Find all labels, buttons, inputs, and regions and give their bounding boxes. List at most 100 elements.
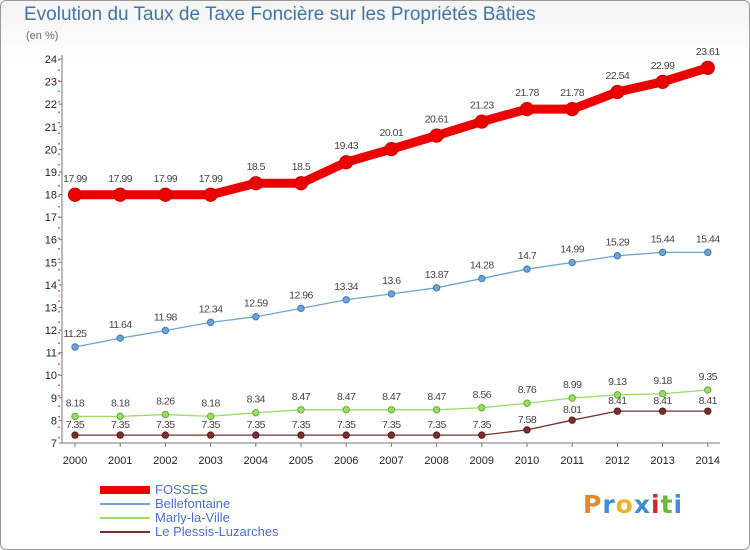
data-label: 13.87 [425, 269, 449, 281]
legend-label: FOSSES [155, 482, 208, 497]
x-tick-label: 2000 [63, 455, 87, 467]
data-point [113, 187, 128, 202]
legend-label: Bellefontaine [155, 496, 231, 511]
data-label: 15.29 [606, 237, 630, 249]
data-point [158, 187, 173, 202]
data-label: 9.35 [699, 371, 718, 383]
data-point [568, 258, 576, 267]
line-chart: 7 8 9 10 11 12 13 14 15 16 17 18 19 20 21 22 23 24 2000 200… [45, 46, 721, 467]
x-tick-label: 2002 [153, 455, 177, 467]
x-tick-label: 2001 [108, 455, 132, 467]
data-point [384, 142, 399, 157]
data-label: 17.99 [108, 173, 132, 185]
data-point [203, 187, 218, 202]
data-label: 7.35 [201, 419, 220, 431]
data-label: 8.18 [66, 397, 85, 409]
y-tick-label: 17 [45, 212, 57, 224]
data-point [293, 176, 309, 191]
x-tick-label: 2004 [244, 455, 268, 467]
data-label: 8.56 [473, 389, 492, 401]
data-point [342, 296, 350, 304]
data-point [297, 304, 305, 313]
data-label: 14.7 [518, 250, 537, 262]
data-label: 7.35 [473, 419, 492, 431]
data-label: 8.26 [156, 396, 175, 408]
data-label: 17.99 [63, 173, 87, 185]
series-line [74, 251, 709, 348]
data-point [71, 343, 79, 351]
data-label: 21.78 [515, 87, 539, 99]
proxiti-logo: Proxiti [583, 490, 683, 519]
data-label: 8.18 [201, 397, 220, 409]
data-point [116, 334, 124, 342]
data-point [432, 406, 441, 414]
data-point [523, 426, 531, 434]
y-axis-unit: (en %) [26, 30, 59, 42]
logo-letter: P [583, 490, 603, 519]
data-label: 20.01 [380, 127, 404, 139]
logo-letter: x [633, 490, 651, 519]
data-point [387, 431, 396, 439]
data-point [432, 284, 441, 292]
x-tick-label: 2012 [605, 455, 629, 467]
data-point [342, 431, 350, 439]
data-point [704, 407, 712, 415]
y-tick-label: 23 [45, 77, 57, 89]
data-point [161, 431, 170, 439]
data-point [248, 176, 263, 191]
data-point [206, 318, 215, 327]
data-label: 8.99 [563, 379, 582, 391]
data-label: 8.34 [247, 394, 266, 406]
y-tick-label: 10 [45, 370, 57, 382]
data-point [71, 412, 79, 421]
data-point [297, 431, 305, 439]
data-label: 11.98 [154, 312, 178, 324]
data-label: 22.54 [606, 70, 630, 82]
data-label: 7.35 [156, 419, 175, 431]
y-tick-label: 8 [51, 415, 57, 427]
legend-swatch [100, 503, 150, 505]
data-point [613, 391, 622, 399]
y-tick-label: 7 [51, 438, 57, 450]
data-label: 7.35 [66, 419, 85, 431]
y-tick-label: 9 [51, 393, 57, 405]
data-point [658, 248, 667, 257]
data-point [523, 399, 531, 407]
data-point [67, 187, 83, 202]
data-label: 9.13 [608, 376, 627, 388]
data-point [297, 406, 305, 414]
data-label: 7.35 [247, 419, 266, 431]
y-tick-label: 22 [45, 99, 57, 111]
data-label: 13.34 [334, 281, 358, 293]
x-tick-label: 2007 [379, 455, 403, 467]
data-label: 7.35 [382, 419, 401, 431]
data-label: 7.58 [518, 414, 537, 426]
data-label: 8.41 [608, 395, 627, 407]
data-point [206, 431, 215, 439]
data-point [432, 431, 441, 439]
data-point [206, 412, 215, 421]
data-point [161, 410, 170, 419]
data-point [613, 407, 622, 415]
logo-letter: t [660, 490, 674, 519]
data-point [252, 431, 260, 439]
data-point [610, 84, 625, 100]
x-tick-label: 2013 [650, 455, 674, 467]
chart-title: Evolution du Taux de Taxe Foncière sur l… [24, 4, 536, 25]
data-label: 8.47 [427, 391, 446, 403]
data-label: 12.96 [289, 289, 313, 301]
data-label: 8.41 [699, 395, 718, 407]
x-tick-label: 2003 [198, 455, 222, 467]
data-point [519, 102, 535, 117]
data-label: 13.6 [382, 275, 401, 287]
y-tick-label: 19 [45, 167, 57, 179]
y-tick-label: 20 [45, 144, 57, 156]
data-point [71, 431, 79, 439]
legend-label: Le Plessis-Luzarches [155, 524, 279, 539]
x-tick-label: 2006 [334, 455, 358, 467]
data-label: 7.35 [337, 419, 356, 431]
legend-swatch [100, 517, 150, 519]
y-tick-label: 13 [45, 302, 57, 314]
data-label: 7.35 [111, 419, 130, 431]
data-point [252, 409, 260, 417]
